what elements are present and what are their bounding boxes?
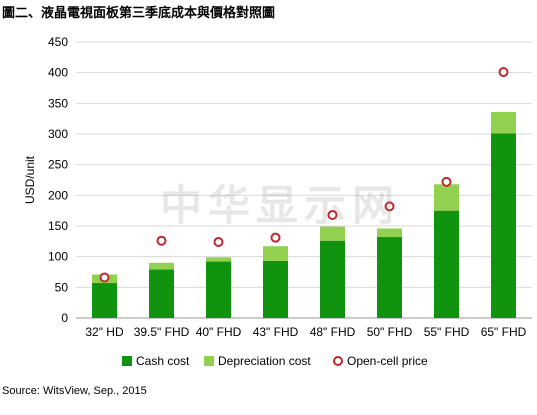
y-tick-label: 450 [48,35,68,49]
x-category-labels: 32" HD 39.5" FHD 40" FHD 43" FHD 48" FHD 50" … [85,325,526,339]
open-cell-price-marker [270,232,281,243]
x-category-label: 32" HD [85,325,124,339]
bar-cash-cost [92,283,117,318]
x-category-label: 39.5" FHD [134,325,190,339]
y-tick-label: 0 [61,311,68,325]
y-tick-label: 150 [48,219,68,233]
open-cell-price-marker [156,235,167,246]
x-category-label: 50" FHD [367,325,413,339]
y-tick-label: 400 [48,66,68,80]
chart-plot: 0 50 100 150 200 250 300 350 400 450 32" HD 39.5" … [23,35,532,368]
x-category-label: 55" FHD [424,325,470,339]
open-cell-price-marker [327,209,338,220]
y-tick-label: 250 [48,158,68,172]
bars [92,111,516,318]
x-category-label: 43" FHD [253,325,299,339]
y-tick-label: 100 [48,250,68,264]
bar-cash-cost [377,237,402,318]
y-tick-label: 200 [48,188,68,202]
open-cell-price-marker [384,201,395,212]
legend: Cash cost Depreciation cost Open-cell pric… [122,354,428,368]
bar-cash-cost [320,240,345,318]
y-axis-title: USD/unit [23,155,37,204]
bar-cash-cost [491,133,516,318]
bar-depreciation-cost [149,262,174,270]
bar-depreciation-cost [434,184,459,211]
bar-depreciation-cost [206,257,231,262]
open-cell-price-marker [213,236,224,247]
legend-swatch [204,356,214,366]
bar-cash-cost [263,260,288,318]
bar-cash-cost [434,210,459,318]
legend-label: Cash cost [136,354,190,368]
bar-depreciation-cost [263,246,288,261]
price-markers [99,67,509,283]
bar-cash-cost [149,269,174,318]
legend-swatch [333,356,343,366]
open-cell-price-marker [441,176,452,187]
x-category-label: 40" FHD [196,325,242,339]
bar-depreciation-cost [377,228,402,238]
source-note: Source: WitsView, Sep., 2015 [2,385,147,397]
bar-cash-cost [206,261,231,318]
open-cell-price-marker [498,67,509,78]
legend-swatch [122,356,132,366]
open-cell-price-marker [99,272,110,283]
legend-label: Open-cell price [347,354,428,368]
x-category-label: 65" FHD [481,325,527,339]
x-category-label: 48" FHD [310,325,356,339]
gridlines [76,41,532,319]
y-tick-label: 350 [48,96,68,110]
y-tick-label: 300 [48,127,68,141]
y-tick-labels: 0 50 100 150 200 250 300 350 400 450 [48,35,68,325]
y-tick-label: 50 [55,280,69,294]
chart-title: 圖二、液晶電視面板第三季底成本與價格對照圖 [2,6,276,21]
bar-depreciation-cost [491,111,516,134]
bar-depreciation-cost [320,226,345,241]
legend-label: Depreciation cost [218,354,311,368]
